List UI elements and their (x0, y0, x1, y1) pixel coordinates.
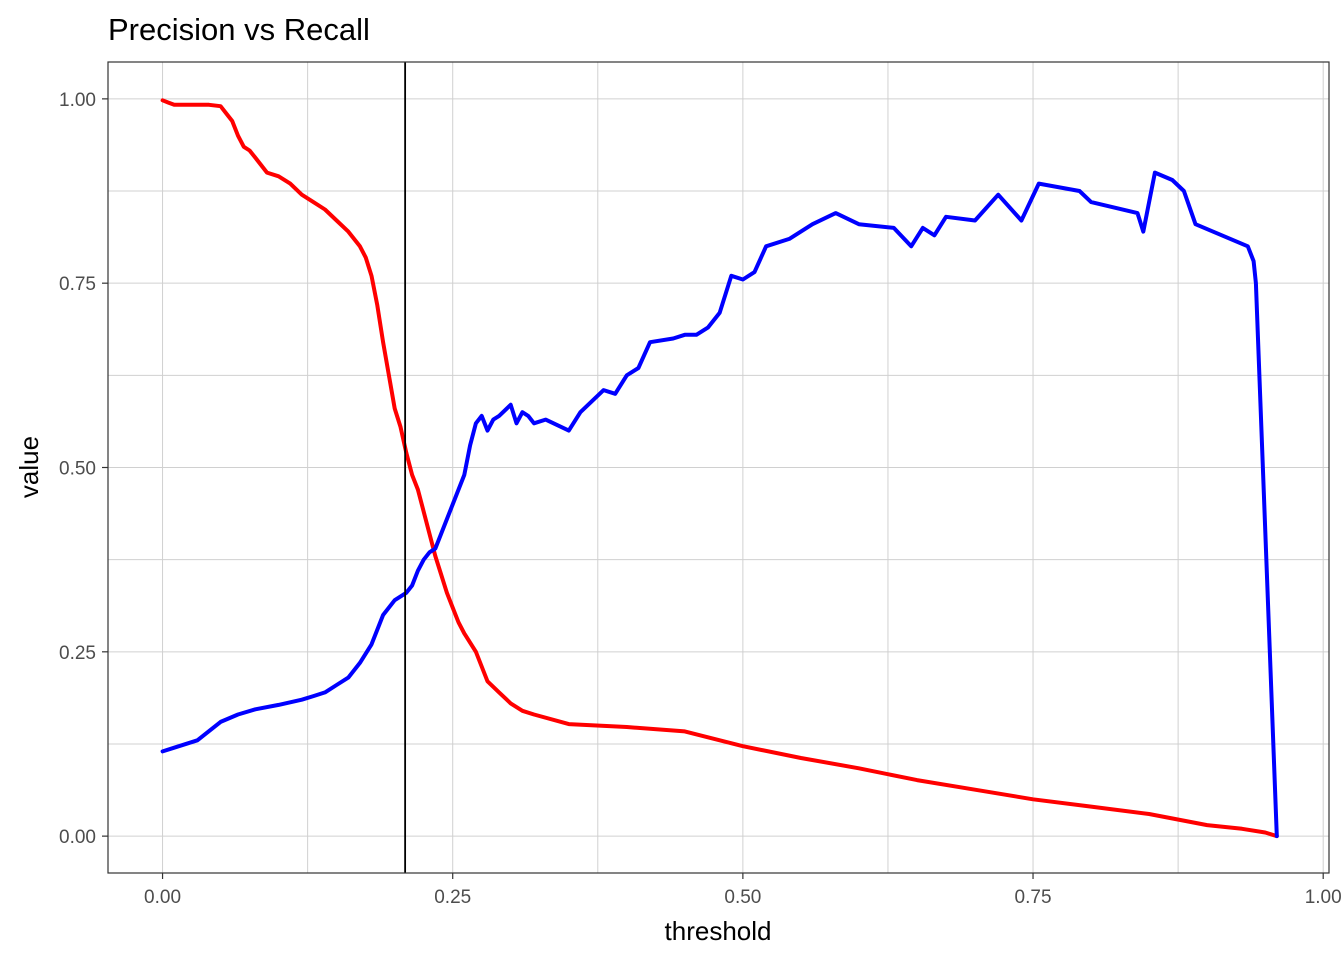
series-layer (160, 98, 1279, 839)
y-tick-label: 1.00 (59, 90, 96, 111)
x-axis-title: threshold (665, 916, 772, 946)
y-axis-title: value (14, 436, 44, 498)
chart-title: Precision vs Recall (108, 12, 370, 47)
x-tick-label: 0.75 (1015, 887, 1052, 908)
x-tick-label: 0.50 (724, 887, 761, 908)
ticks-layer: 0.00 0.25 0.50 0.75 1.00 0.00 0.25 0.50 0.75 1.00 (59, 90, 1342, 908)
y-tick-label: 0.75 (59, 274, 96, 295)
series-line-1 (160, 98, 1279, 839)
y-tick-label: 0.25 (59, 643, 96, 664)
y-tick-label: 0.00 (59, 827, 96, 848)
series-line-2 (160, 170, 1279, 839)
x-tick-label: 1.00 (1305, 887, 1342, 908)
y-tick-label: 0.50 (59, 459, 96, 480)
x-tick-label: 0.00 (144, 887, 181, 908)
x-tick-label: 0.25 (434, 887, 471, 908)
